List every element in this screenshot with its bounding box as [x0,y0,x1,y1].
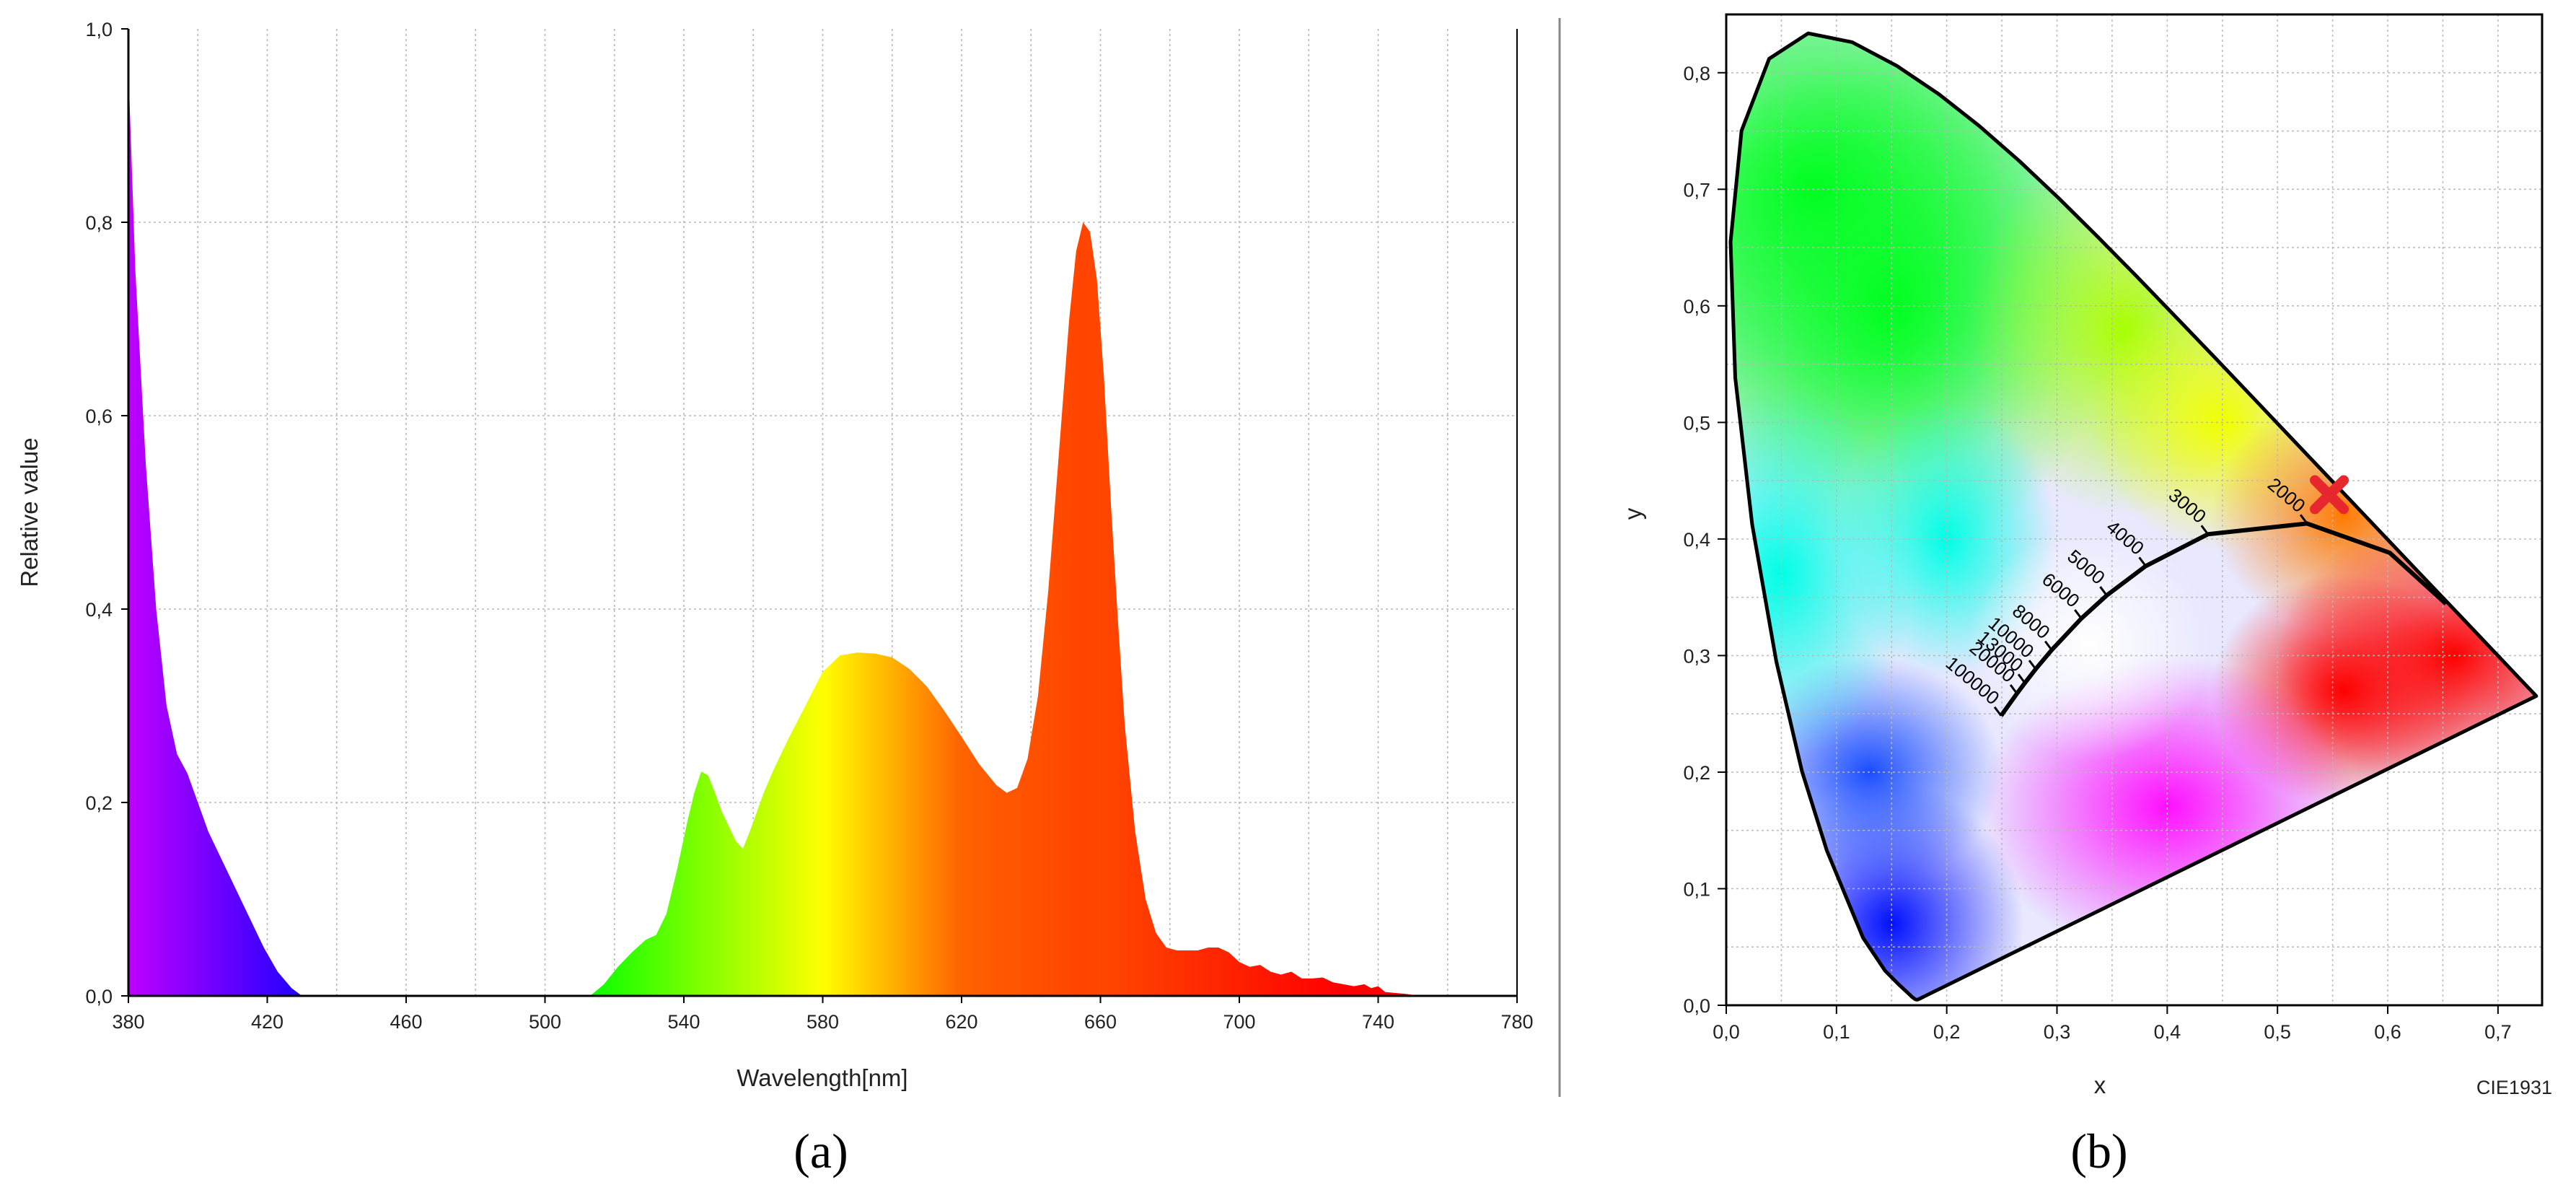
cie-corner-label: CIE1931 [2476,1077,2552,1098]
x-tick-label: 780 [1500,1011,1533,1033]
cie-x-axis-label: x [2094,1072,2106,1098]
spectrum-tick-labels: 380 420 460 500 540 580 620 660 700 740 780 0,0 0,2 0… [85,19,1533,1033]
x-tick-label: 0,3 [2044,1021,2071,1043]
x-tick-label: 700 [1223,1011,1255,1033]
y-tick-label: 0,6 [85,406,113,427]
x-tick-label: 500 [529,1011,561,1033]
marker-stroke [2310,475,2349,515]
cct-tick-mark [2138,556,2147,567]
x-tick-label: 0,5 [2264,1021,2291,1043]
y-tick-label: 0,1 [1683,878,1710,900]
spectrum-area [128,67,1420,996]
cie-plot-frame [1725,13,2544,1007]
cie-color-fill [1731,33,2536,1000]
y-tick-label: 0,2 [1683,762,1710,784]
y-tick-label: 0,6 [1683,296,1710,318]
spectrum-fill [128,67,1420,996]
x-tick-label: 0,1 [1823,1021,1850,1043]
chromaticity-marker [2310,475,2349,515]
x-tick-label: 540 [667,1011,700,1033]
y-tick-label: 0,8 [85,212,113,234]
y-tick-label: 0,7 [1683,179,1710,201]
cie-chart: 2000300040005000600080001000013000200001… [1619,13,2552,1178]
spectrum-y-axis-label: Relative value [16,437,43,587]
spectral-locus-line [1728,31,2538,1002]
x-tick-label: 0,0 [1713,1021,1740,1043]
cie-color-blob [1969,527,2212,761]
cct-tick-mark [2028,660,2037,670]
spectrum-chart: 380 420 460 500 540 580 620 660 700 740 780 0,0 0,2 0… [16,19,1534,1178]
cct-tick-mark [2017,673,2026,684]
cct-tick-mark [2074,609,2083,619]
y-tick-label: 0,5 [1683,412,1710,434]
cie-tick-labels: 0,0 0,1 0,2 0,3 0,4 0,5 0,6 0,7 0,0 0,1 0,2 0,3 0,4 0… [1683,63,2511,1043]
y-tick-label: 0,4 [85,599,113,621]
y-tick-label: 0,8 [1683,63,1710,84]
x-tick-label: 0,2 [1933,1021,1961,1043]
y-tick-label: 0,3 [1683,645,1710,667]
x-tick-label: 660 [1084,1011,1117,1033]
x-tick-label: 420 [251,1011,283,1033]
caption-b: (b) [2070,1124,2127,1178]
cie-y-axis-label: y [1619,507,1646,520]
caption-a: (a) [794,1124,848,1178]
x-tick-label: 0,7 [2484,1021,2512,1043]
x-tick-label: 620 [945,1011,977,1033]
cct-tick-mark [2044,640,2053,651]
y-tick-label: 0,2 [85,792,113,814]
y-tick-label: 1,0 [85,19,113,40]
x-tick-label: 0,6 [2374,1021,2401,1043]
spectrum-x-axis-label: Wavelength[nm] [737,1064,907,1091]
cct-tick-mark [2009,684,2018,694]
x-tick-label: 0,4 [2154,1021,2181,1043]
cct-tick-mark [2299,514,2308,525]
y-tick-label: 0,0 [1683,995,1710,1017]
y-tick-label: 0,4 [1683,529,1710,551]
cct-tick-mark [1993,706,2003,717]
x-tick-label: 740 [1362,1011,1394,1033]
y-tick-label: 0,0 [85,986,113,1007]
planckian-locus-line [1999,521,2448,717]
x-tick-label: 460 [390,1011,422,1033]
cie-axes [1725,13,2544,1007]
x-tick-label: 580 [806,1011,839,1033]
cct-tick-mark [2099,586,2108,596]
cie-grid [1726,14,2542,1005]
x-tick-label: 380 [112,1011,144,1033]
spectrum-grid [128,29,1517,996]
cct-tick-mark [2200,525,2209,535]
